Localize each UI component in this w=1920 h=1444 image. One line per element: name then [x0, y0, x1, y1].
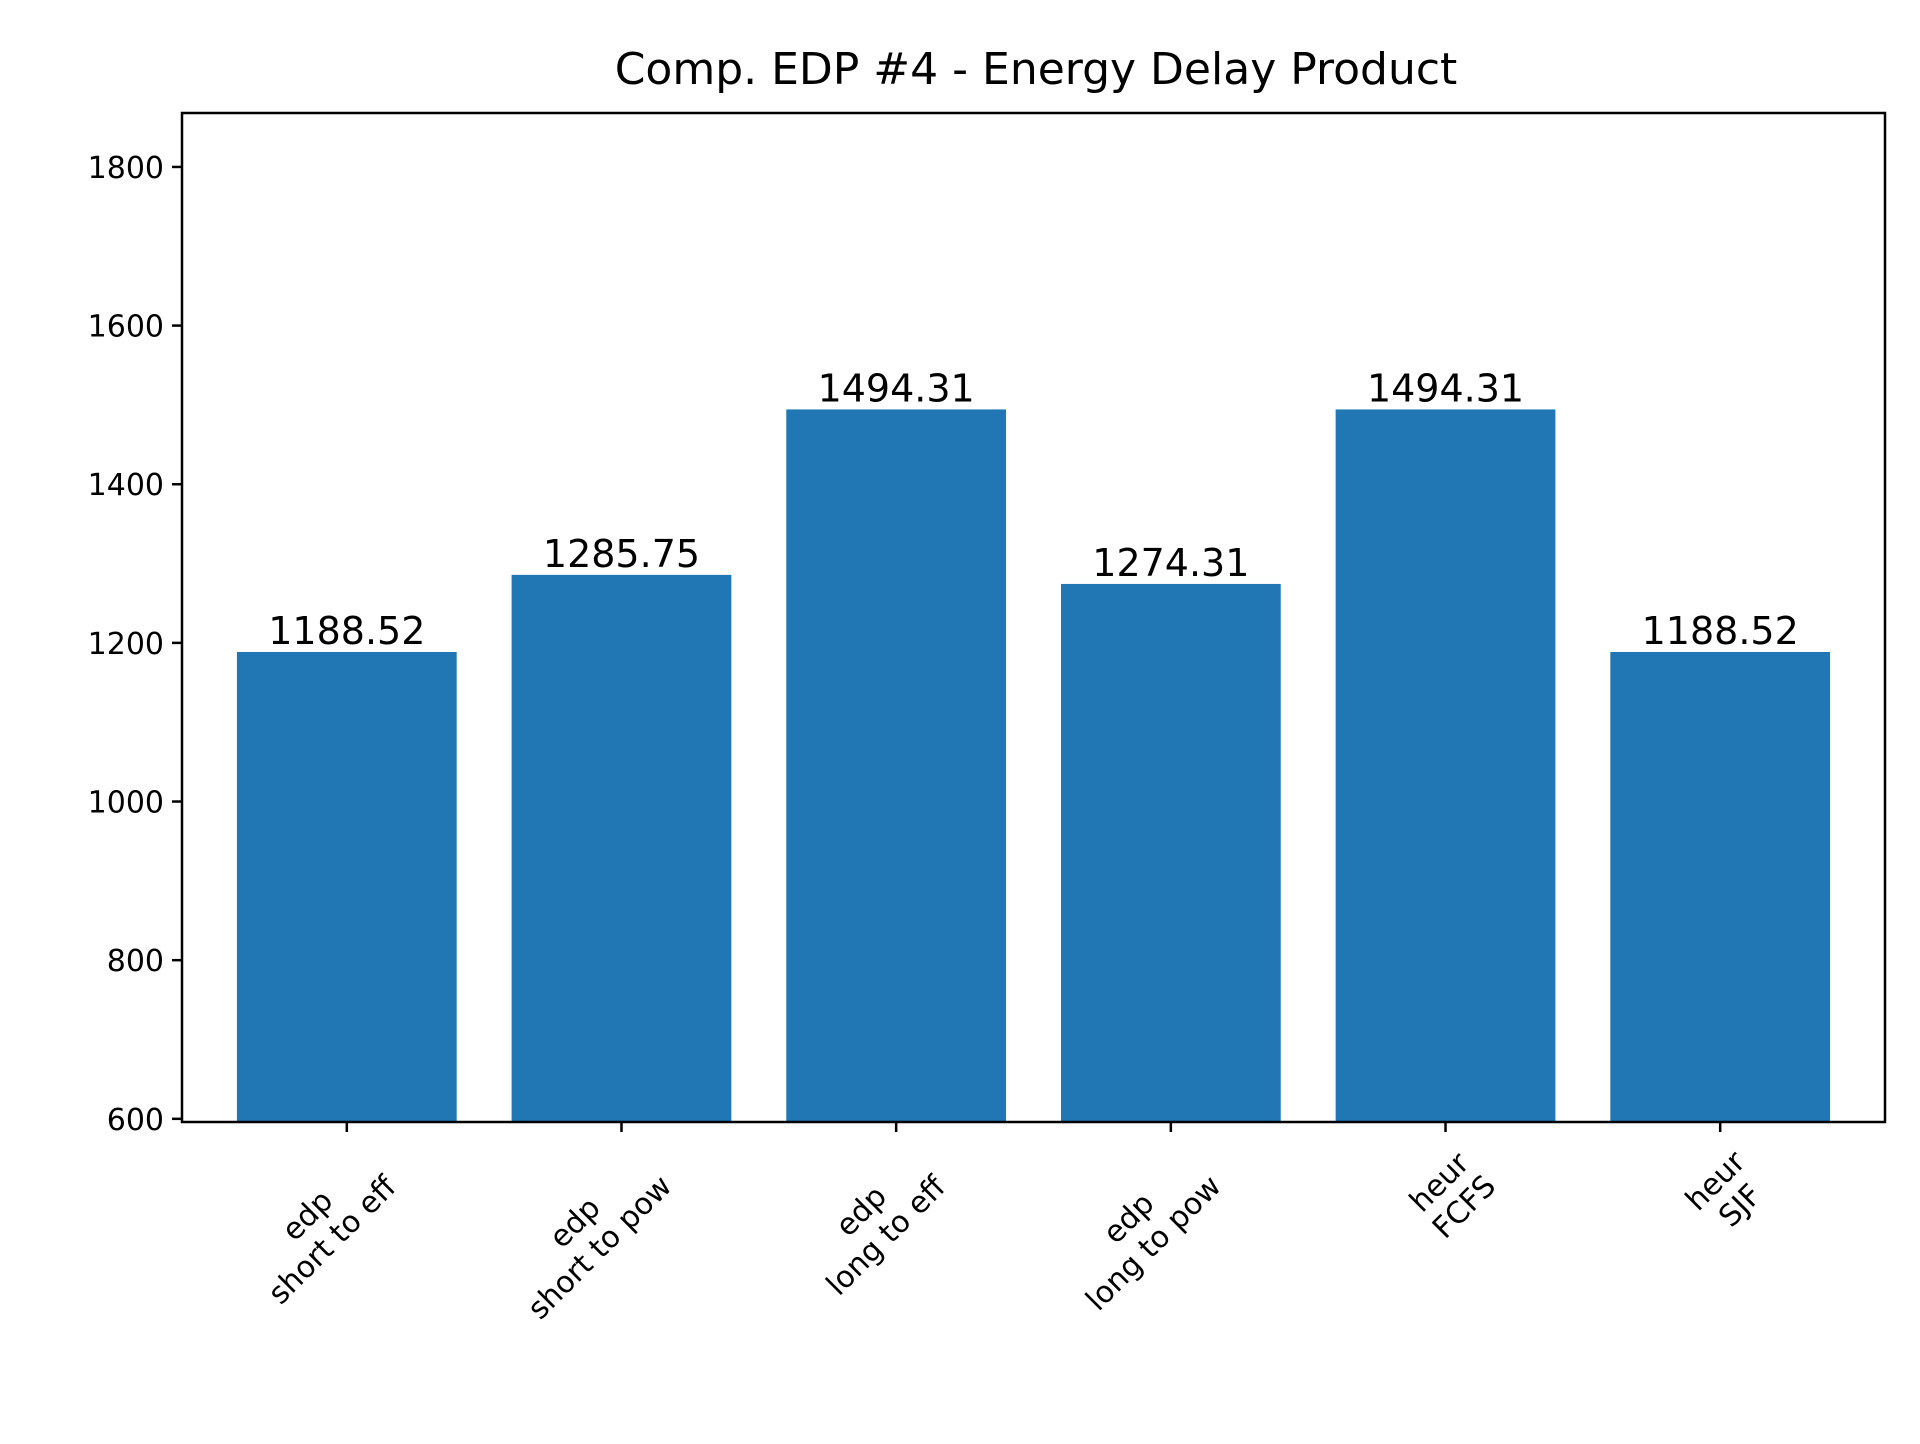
x-tick-label-line: short to pow [521, 1169, 679, 1327]
x-tick-label-line: short to eff [262, 1169, 405, 1312]
bar-value-label: 1274.31 [1092, 541, 1249, 585]
x-tick-label: heurSJF [1679, 1144, 1778, 1243]
bar-value-label: 1285.75 [543, 532, 700, 576]
bar [511, 574, 732, 1122]
bar-value-label: 1188.52 [1642, 609, 1799, 653]
y-tick-label: 1400 [88, 468, 164, 503]
y-axis: 600 800 1000 1200 1400 1600 1800 [88, 151, 182, 1138]
bar [236, 651, 457, 1122]
bar [1335, 409, 1556, 1122]
bar [1610, 651, 1831, 1122]
y-tick-label: 1000 [88, 786, 164, 821]
x-tick-label: heurFCFS [1401, 1144, 1503, 1246]
y-tick-label: 1600 [88, 310, 164, 345]
x-tick-label: edpshort to pow [496, 1144, 679, 1327]
bars [236, 409, 1831, 1122]
x-tick-label-line: long to pow [1079, 1169, 1228, 1318]
x-tick-label: edplong to eff [795, 1144, 954, 1303]
data-labels: 1188.52 1285.75 1494.31 1274.31 1494.31 1188.… [268, 366, 1799, 653]
plot-frame [180, 111, 1887, 1124]
x-tick-label: edplong to pow [1054, 1144, 1228, 1318]
bar-value-label: 1494.31 [1367, 366, 1524, 410]
bar-value-label: 1188.52 [268, 609, 425, 653]
x-axis: edpshort to eff edpshort to pow edplong to… [237, 1122, 1778, 1327]
x-tick-label: edpshort to eff [237, 1144, 404, 1311]
y-tick-label: 1200 [88, 627, 164, 662]
y-tick-label: 600 [107, 1103, 164, 1138]
y-tick-label: 800 [107, 944, 164, 979]
x-tick-label-line: long to eff [820, 1169, 954, 1303]
bar-value-label: 1494.31 [818, 366, 975, 410]
y-tick-label: 1800 [88, 151, 164, 186]
chart-title: Comp. EDP #4 - Energy Delay Product [615, 44, 1458, 95]
bar [1060, 583, 1281, 1122]
bar [786, 409, 1007, 1122]
